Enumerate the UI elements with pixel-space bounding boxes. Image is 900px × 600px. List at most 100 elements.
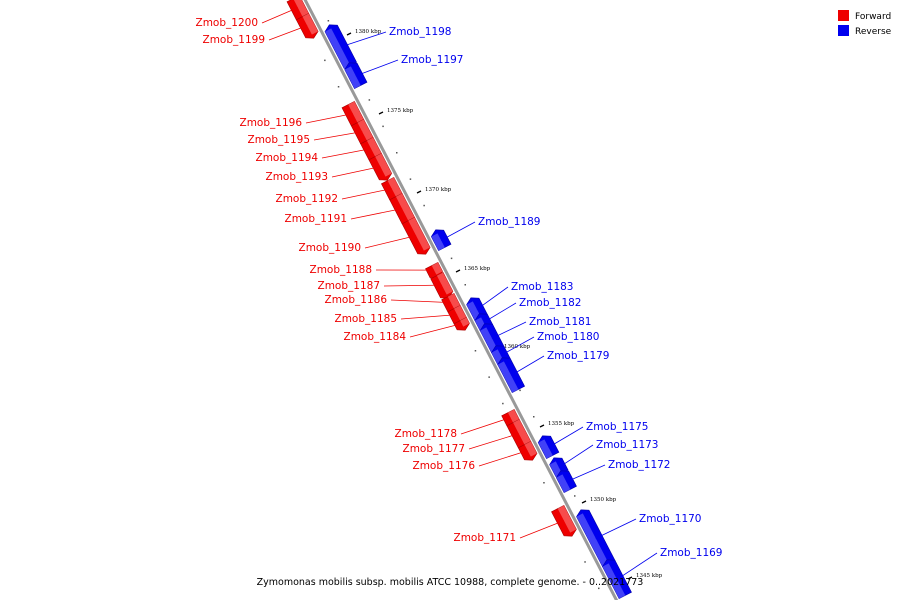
gene-arrow-shading xyxy=(524,441,537,457)
minor-tick-dot xyxy=(337,86,340,88)
gene-arrow-shading xyxy=(387,177,403,197)
gene-label: Zmob_1194 xyxy=(256,152,319,164)
gene-leader-line xyxy=(483,302,517,323)
gene-label: Zmob_1170 xyxy=(639,513,701,525)
gene-label: Zmob_1173 xyxy=(596,439,658,451)
gene-arrow-shading xyxy=(466,301,482,321)
gene-leader-line xyxy=(305,113,353,124)
gene-leader-line xyxy=(558,444,594,468)
major-tick-mark xyxy=(539,424,545,428)
gene-leader-line xyxy=(476,286,509,310)
gene-label: Zmob_1193 xyxy=(266,171,328,183)
gene-leader-line xyxy=(331,166,381,178)
gene-label: Zmob_1185 xyxy=(335,313,397,325)
minor-tick-dot xyxy=(450,257,453,260)
gene-labels: Zmob_1200 Zmob_1199 Zmob_1198 Zmob_1197 Zmob… xyxy=(196,7,722,580)
gene-arrow-shading xyxy=(538,439,553,459)
major-tick-mark xyxy=(455,269,461,273)
gene-label: Zmob_1182 xyxy=(519,297,581,309)
gene-leader-line xyxy=(341,188,392,200)
major-tick-mark xyxy=(416,190,422,194)
gene-label: Zmob_1175 xyxy=(586,421,648,433)
gene-label: Zmob_1200 xyxy=(196,17,258,29)
gene-label: Zmob_1179 xyxy=(547,350,609,362)
gene-leader-line xyxy=(440,221,476,241)
gene-label: Zmob_1180 xyxy=(537,331,599,343)
gene-arrow-shading xyxy=(497,361,519,393)
gene-leader-line xyxy=(261,7,299,24)
gene-label: Zmob_1199 xyxy=(203,34,265,46)
legend-reverse-label: Reverse xyxy=(855,27,892,37)
minor-tick-dot xyxy=(574,495,576,497)
gene-leader-line xyxy=(268,25,308,41)
major-tick-label: 1350 kbp xyxy=(590,497,617,503)
gene-arrow-shading xyxy=(293,0,309,17)
genome-backbone xyxy=(303,0,619,600)
gene-leader-line xyxy=(313,131,363,141)
gene-arrow-shading xyxy=(366,137,382,157)
gene-arrow-shading xyxy=(576,513,609,567)
legend-forward-label: Forward xyxy=(855,12,891,22)
gene-label: Zmob_1192 xyxy=(276,193,338,205)
major-tick-label: 1355 kbp xyxy=(548,421,575,427)
gene-leader-line xyxy=(460,417,511,435)
minor-tick-dot xyxy=(598,587,600,590)
major-tick-mark xyxy=(627,576,633,580)
gene-label: Zmob_1176 xyxy=(413,460,476,472)
gene-label: Zmob_1190 xyxy=(299,242,361,254)
gene-leader-line xyxy=(400,314,458,320)
gene-leader-line xyxy=(468,433,519,450)
major-tick-label: 1375 kbp xyxy=(387,108,414,114)
major-tick-mark xyxy=(346,32,352,36)
strand-legend: Forward Reverse xyxy=(838,10,892,37)
major-tick-mark xyxy=(378,111,384,115)
gene-arrow-shading xyxy=(357,119,374,141)
gene-arrow-shading xyxy=(480,327,498,353)
gene-label: Zmob_1178 xyxy=(395,428,457,440)
gene-arrow-shading xyxy=(344,66,361,89)
minor-tick-dot xyxy=(584,561,586,563)
gene-leader-line xyxy=(409,323,462,338)
gene-arrow-shading xyxy=(460,317,470,327)
minor-tick-dot xyxy=(543,482,545,484)
gene-leader-line xyxy=(478,450,528,467)
gene-leader-line xyxy=(355,59,399,77)
gene-label: Zmob_1184 xyxy=(344,331,407,343)
gene-label: Zmob_1198 xyxy=(389,26,451,38)
gene-leader-line xyxy=(491,321,527,339)
major-tick-label: 1365 kbp xyxy=(464,266,491,272)
gene-label: Zmob_1187 xyxy=(318,280,380,292)
legend-reverse-swatch xyxy=(838,25,849,36)
gene-leader-line xyxy=(616,552,658,580)
gene-arrow-shading xyxy=(325,28,351,69)
gene-label: Zmob_1171 xyxy=(454,532,516,544)
minor-tick-dot xyxy=(324,59,326,62)
gene-arrow-shading xyxy=(431,262,443,275)
gene-arrow-shading xyxy=(436,272,453,295)
gene-leader-line xyxy=(383,284,442,287)
minor-tick-dot xyxy=(423,204,425,207)
minor-tick-dot xyxy=(533,416,535,418)
minor-tick-dot xyxy=(327,20,330,22)
major-tick-label: 1360 kbp xyxy=(504,344,531,350)
gene-label: Zmob_1195 xyxy=(248,134,310,146)
gene-leader-line xyxy=(500,336,535,356)
legend-forward-swatch xyxy=(838,10,849,21)
gene-leader-line xyxy=(364,235,417,249)
minor-tick-dot xyxy=(396,152,398,154)
gene-arrow-shading xyxy=(557,505,577,533)
gene-arrow-shading xyxy=(513,419,531,445)
gene-arrow-shading xyxy=(302,13,319,35)
gene-leader-line xyxy=(566,464,606,483)
gene-arrow-shading xyxy=(454,305,467,321)
gene-label: Zmob_1186 xyxy=(325,294,388,306)
minor-tick-dot xyxy=(409,178,412,180)
gene-arrow-shading xyxy=(395,193,415,221)
minor-tick-dot xyxy=(368,99,371,101)
minor-tick-dot xyxy=(519,389,521,392)
gene-label: Zmob_1169 xyxy=(660,547,722,559)
gene-label: Zmob_1183 xyxy=(511,281,573,293)
major-tick-mark xyxy=(581,500,587,504)
gene-label: Zmob_1189 xyxy=(478,216,540,228)
gene-leader-line xyxy=(350,208,403,220)
